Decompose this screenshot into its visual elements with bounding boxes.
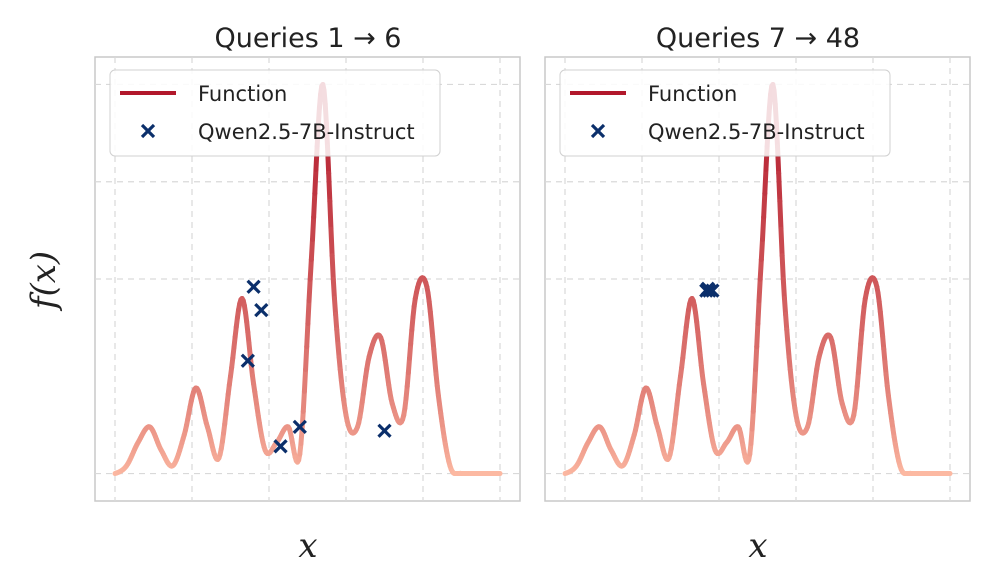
function-segment [306, 276, 313, 304]
function-segment [308, 236, 316, 263]
legend-marker-swatch [140, 123, 156, 139]
legend: Function Qwen2.5-7B-Instruct [109, 69, 441, 157]
function-segment [301, 366, 309, 394]
query-point [700, 281, 715, 296]
function-segment [311, 190, 318, 220]
legend-marker-swatch [590, 123, 606, 139]
panel-title: Queries 1 → 6 [215, 23, 402, 54]
legend-box [109, 69, 441, 157]
legend-marker-label: Qwen2.5-7B-Instruct [198, 120, 415, 144]
function-segment [757, 257, 764, 282]
y-axis-label: f(x) [24, 251, 64, 312]
function-segment [310, 214, 317, 242]
panel-queries-7-48: Queries 7 → 48 Function Qwen2.5-7B-Instr… [544, 23, 971, 566]
function-segment [303, 344, 310, 372]
function-segment [779, 253, 786, 282]
legend-function-label: Function [648, 82, 737, 106]
function-segment [328, 226, 335, 259]
function-segment [778, 226, 785, 259]
function-segment [312, 166, 319, 196]
grid-lines [95, 57, 520, 501]
function-segment [333, 312, 340, 333]
panel-queries-1-6: Queries 1 → 6 Function Qwen2.5-7B-Instru… [94, 23, 521, 566]
function-segment [305, 298, 312, 326]
function-segment [753, 344, 760, 372]
legend: Function Qwen2.5-7B-Instruct [559, 69, 891, 157]
query-point [292, 419, 307, 434]
query-point [254, 302, 269, 318]
function-segment [777, 198, 784, 232]
function-segment [327, 198, 334, 232]
function-curve [112, 81, 503, 477]
legend-box [559, 69, 891, 157]
legend-function-label: Function [198, 82, 287, 106]
query-point [240, 353, 255, 368]
query-point [273, 439, 288, 454]
function-segment [331, 295, 339, 318]
function-segment [754, 320, 761, 350]
function-segment [762, 166, 769, 196]
query-markers [699, 281, 720, 298]
function-segment [758, 236, 766, 263]
function-segment [756, 276, 763, 304]
function-segment [783, 312, 790, 333]
function-segment [781, 295, 789, 318]
function-segment [307, 257, 314, 282]
x-axis-label: x [748, 526, 767, 566]
function-segment [749, 408, 756, 432]
function-segment [780, 276, 787, 301]
function-segment [326, 170, 333, 204]
query-point [246, 279, 261, 294]
function-segment [329, 253, 336, 282]
function-segment [755, 298, 762, 326]
function-segment [750, 388, 757, 414]
function-segment [761, 190, 768, 220]
x-axis-label: x [298, 526, 317, 566]
panel-title: Queries 7 → 48 [656, 23, 860, 54]
function-segment [300, 388, 307, 414]
function-segment [760, 214, 767, 242]
function-segment [776, 170, 783, 204]
legend-marker-label: Qwen2.5-7B-Instruct [648, 120, 865, 144]
query-point [377, 423, 392, 438]
query-markers [240, 279, 392, 454]
function-segment [751, 366, 759, 394]
function-segment [330, 276, 337, 301]
function-segment [304, 320, 311, 350]
